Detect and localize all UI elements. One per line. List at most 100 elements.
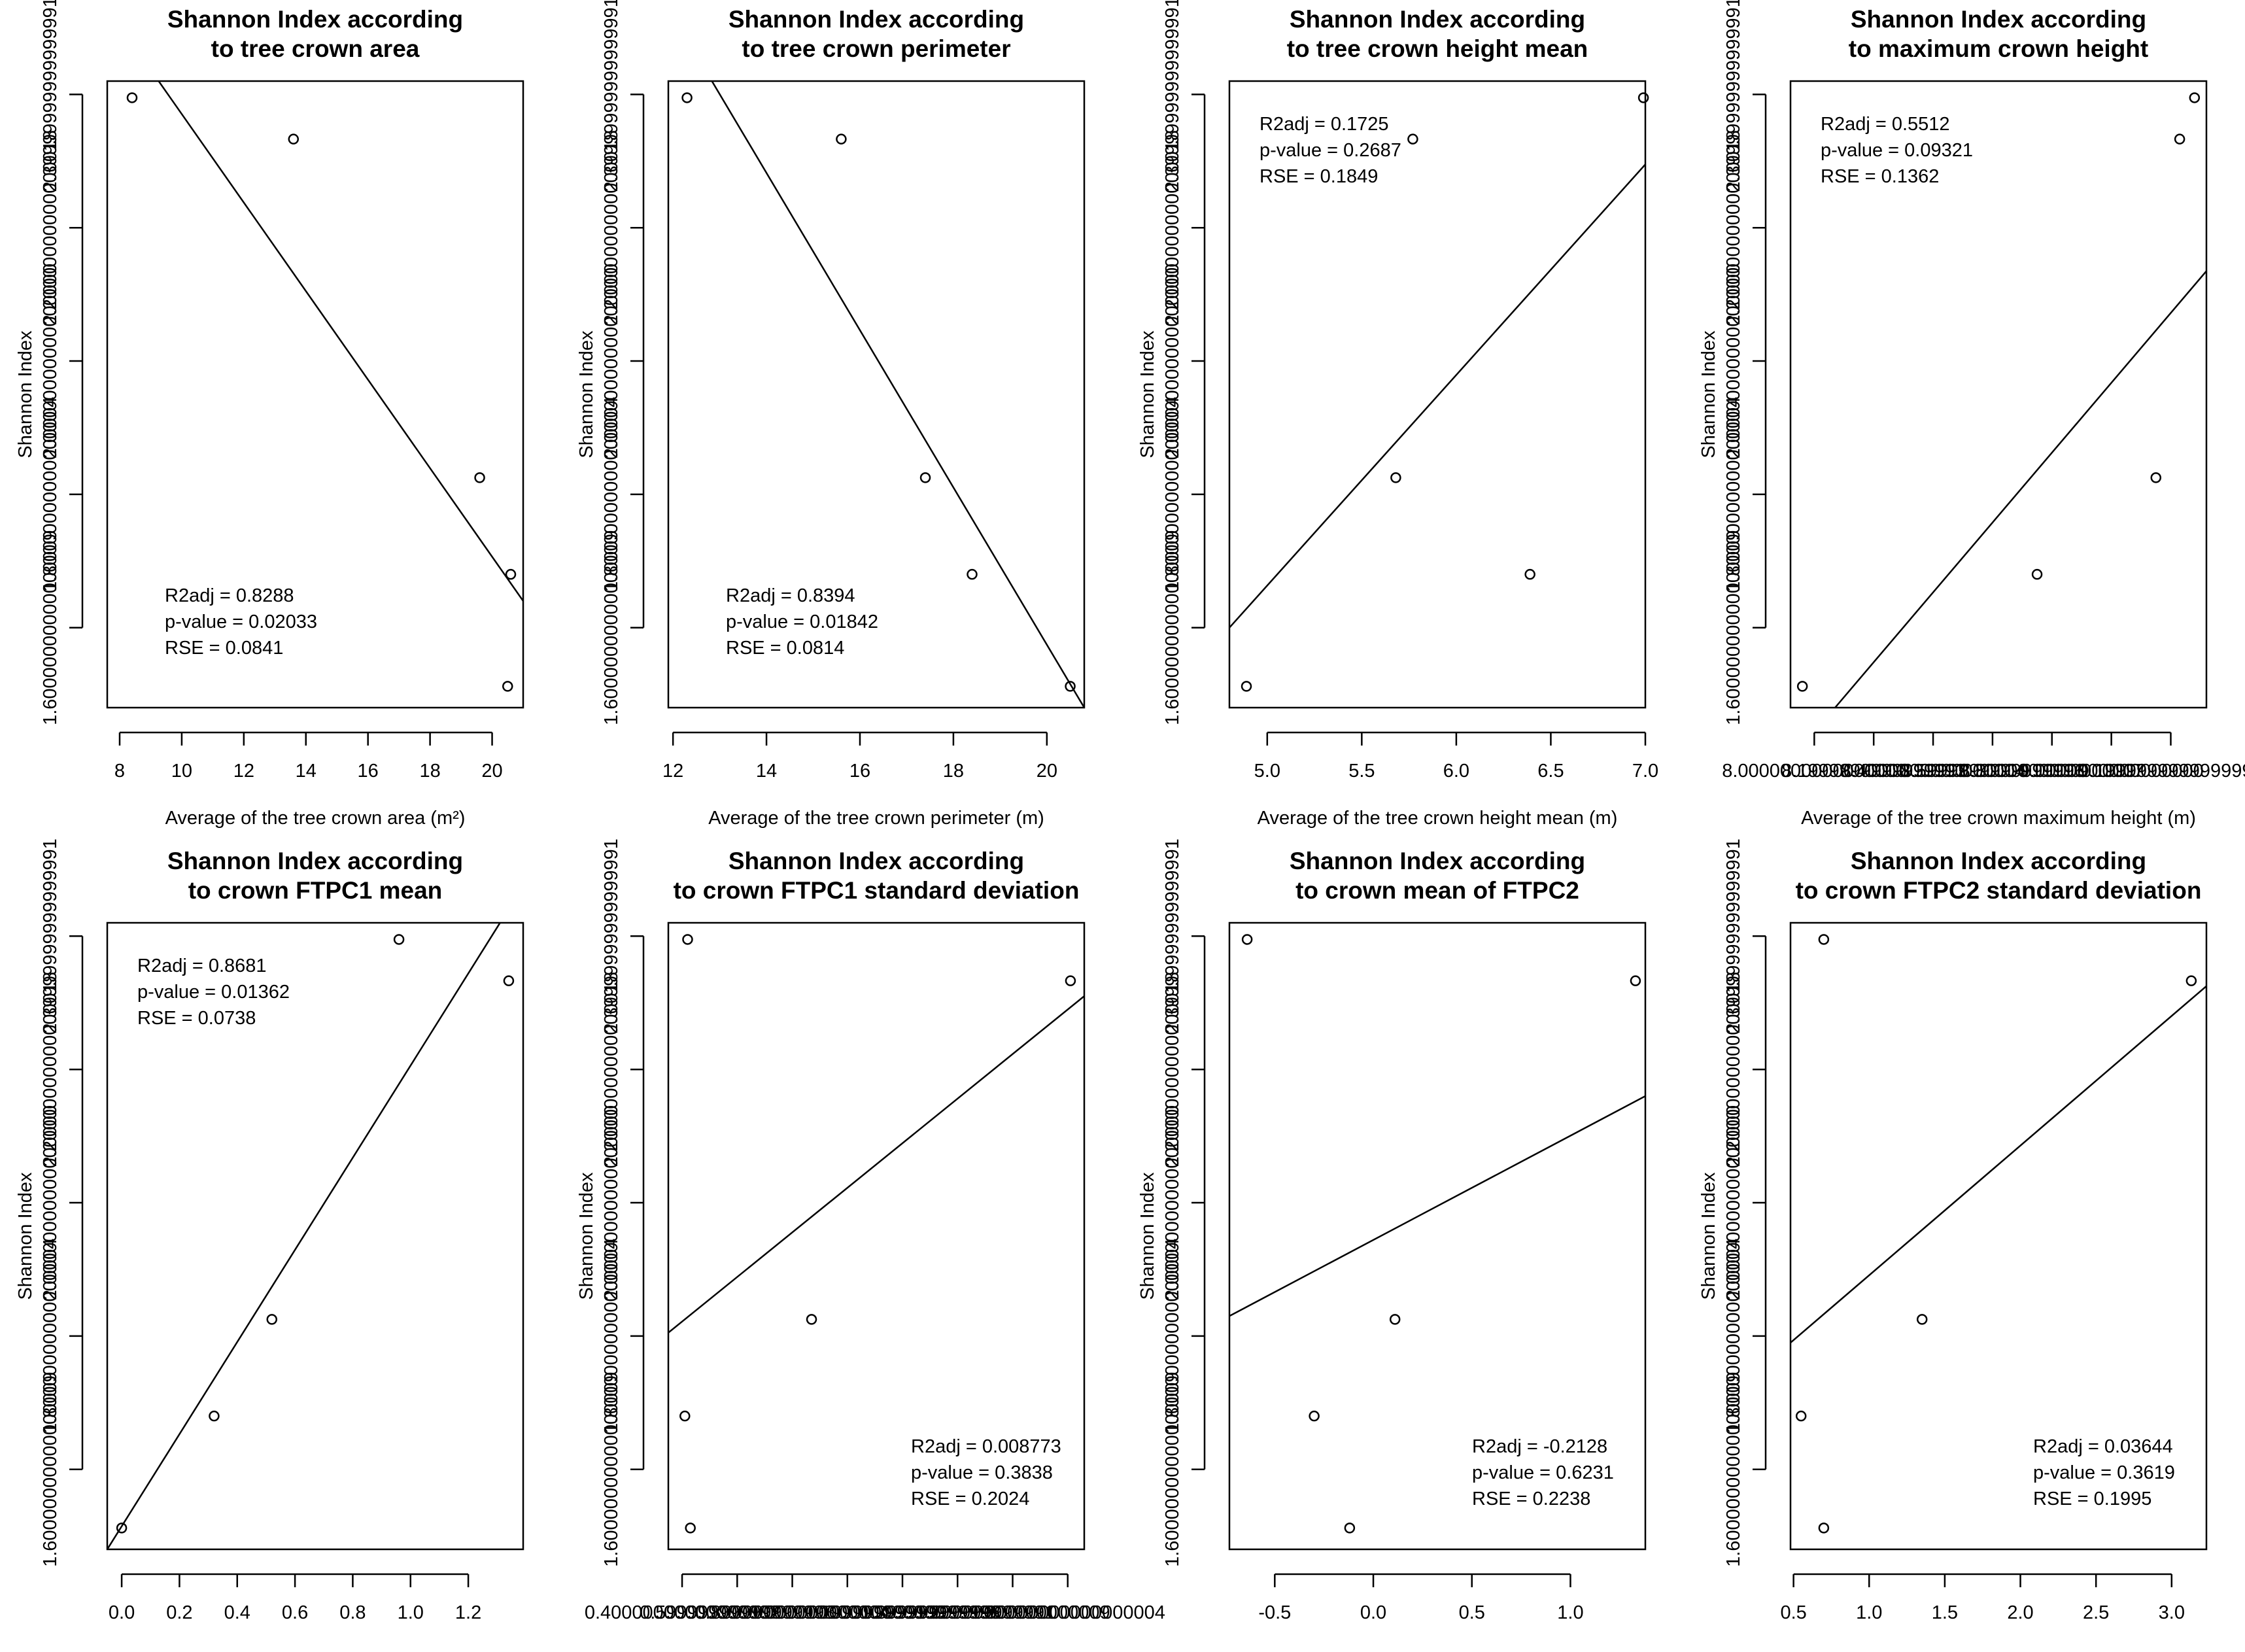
stat-text: p-value = 0.2687 (1260, 140, 1401, 161)
data-point (682, 934, 693, 945)
data-point (2031, 568, 2043, 580)
data-point (1065, 681, 1076, 692)
stat-text: R2adj = 0.8681 (137, 955, 267, 976)
y-tick-label: 2.20000000000000018 (601, 972, 622, 1167)
data-point (1818, 934, 1830, 945)
chart-title-line: to tree crown height mean (1287, 35, 1588, 62)
plot-frame (106, 921, 524, 1551)
data-point (1524, 568, 1535, 580)
chart-title-line: Shannon Index according (1290, 848, 1585, 874)
data-point (2150, 472, 2162, 483)
x-tick-label: 20 (1037, 761, 1057, 782)
x-tick-label: -0.5 (1258, 1602, 1291, 1623)
stat-text: R2adj = 0.8288 (165, 585, 294, 606)
chart-title-line: Shannon Index according (167, 848, 463, 874)
x-tick-label: 18 (943, 761, 964, 782)
x-tick-label: 2.0 (2007, 1602, 2033, 1623)
x-tick-label: 1.00000000000000000 (750, 1602, 945, 1623)
stat-text: RSE = 0.2238 (1472, 1489, 1590, 1509)
stat-text: RSE = 0.1849 (1260, 166, 1378, 187)
stat-text: p-value = 0.6231 (1472, 1462, 1614, 1483)
y-axis-label: Shannon Index (15, 1172, 36, 1300)
stat-text: p-value = 0.3619 (2033, 1462, 2175, 1483)
x-tick-label: 5.0 (1254, 761, 1280, 782)
y-tick-label: 1.80000000000000004 (1723, 1239, 1744, 1434)
x-axis-label: Average of the tree crown Fourier Transf… (1203, 1649, 1671, 1652)
x-axis-label: Average of the tree crown maximum height… (1801, 808, 2196, 829)
data-point (1818, 1523, 1830, 1534)
data-point (126, 92, 138, 103)
regression-line (711, 81, 1084, 708)
stat-text: R2adj = -0.2128 (1472, 1436, 1607, 1457)
x-tick-label: 1.0 (1557, 1602, 1583, 1623)
regression-line (158, 81, 523, 602)
y-tick-label: 1.80000000000000004 (40, 1239, 61, 1434)
x-tick-label: 8.4000000000000004 (1841, 761, 2025, 782)
y-axis-label: Shannon Index (576, 1172, 597, 1300)
y-tick-label: 2.00000000000000000 (1723, 1105, 1744, 1300)
plot-frame (1228, 921, 1647, 1551)
y-tick-label: 2.20000000000000018 (1162, 130, 1183, 325)
x-tick-label: 9.1999999999999993 (2078, 761, 2245, 782)
y-tick-label: 2.00000000000000000 (40, 1105, 61, 1300)
x-tick-label: 1.80000000000000004 (970, 1602, 1165, 1623)
x-tick-label: 12 (233, 761, 254, 782)
x-tick-label: 0.0 (1360, 1602, 1386, 1623)
x-tick-label: 1.19999999999999996 (805, 1602, 1000, 1623)
x-axis-label: Average of the tree crown Fourier Transf… (81, 1649, 549, 1652)
x-tick-label: 0.8 (339, 1602, 366, 1623)
chart-title-line: to crown FTPC1 mean (188, 877, 443, 904)
y-tick-label: 2.00000000000000000 (40, 264, 61, 458)
data-point (266, 1314, 277, 1325)
y-tick-label: 2.39999999999999991 (601, 0, 622, 192)
data-point (1637, 92, 1649, 103)
y-tick-label: 1.80000000000000004 (1162, 397, 1183, 592)
chart-title-line: Shannon Index according (728, 6, 1024, 33)
x-tick-label: 9.0000000000000000 (2019, 761, 2204, 782)
stat-text: RSE = 0.0738 (137, 1008, 256, 1029)
regression-line (668, 995, 1084, 1334)
x-tick-label: 0.40000000000000002 (585, 1602, 780, 1623)
y-tick-label: 2.20000000000000018 (1723, 972, 1744, 1167)
x-tick-label: 0.6 (282, 1602, 308, 1623)
x-tick-label: 12 (662, 761, 683, 782)
data-point (679, 1410, 691, 1422)
x-tick-label: 3.0 (2159, 1602, 2185, 1623)
stat-text: p-value = 0.3838 (911, 1462, 1053, 1483)
y-axis-label: Shannon Index (1137, 1172, 1158, 1300)
stat-text: RSE = 0.0814 (726, 638, 844, 659)
y-tick-label: 2.39999999999999991 (40, 838, 61, 1033)
x-axis-label: Average of the tree crown perimeter (m) (708, 808, 1044, 829)
x-axis-label: Average of the tree crown FTPC1 standard… (655, 1649, 1098, 1652)
data-point (1241, 934, 1253, 945)
y-tick-label: 2.00000000000000000 (601, 264, 622, 458)
stat-text: p-value = 0.02033 (165, 611, 317, 632)
data-point (505, 568, 517, 580)
x-tick-label: 2.5 (2083, 1602, 2109, 1623)
x-tick-label: 0.4 (224, 1602, 250, 1623)
stat-text: RSE = 0.2024 (911, 1489, 1029, 1509)
chart-title-line: to crown FTPC1 standard deviation (674, 877, 1080, 904)
x-tick-label: 14 (756, 761, 777, 782)
x-axis-label: Average of the tree crown area (m²) (165, 808, 466, 829)
data-point (685, 1523, 696, 1534)
x-tick-label: 1.2 (455, 1602, 481, 1623)
chart-title-line: Shannon Index according (167, 6, 463, 33)
data-point (2185, 975, 2197, 986)
y-tick-label: 1.80000000000000004 (1723, 397, 1744, 592)
data-point (967, 568, 978, 580)
x-tick-label: 1.39999999999999991 (860, 1602, 1055, 1623)
data-point (1065, 975, 1076, 986)
data-point (1344, 1523, 1356, 1534)
x-tick-label: 18 (419, 761, 440, 782)
y-tick-label: 1.60000000000000009 (601, 530, 622, 725)
x-tick-label: 0.0 (109, 1602, 135, 1623)
y-tick-label: 2.39999999999999991 (1723, 0, 1744, 192)
y-axis-label: Shannon Index (1137, 330, 1158, 458)
y-tick-label: 2.20000000000000018 (1162, 972, 1183, 1167)
x-tick-label: 20 (481, 761, 502, 782)
x-tick-label: 0.59999999999999998 (640, 1602, 834, 1623)
y-tick-label: 2.39999999999999991 (1162, 0, 1183, 192)
y-tick-label: 2.20000000000000018 (1723, 130, 1744, 325)
